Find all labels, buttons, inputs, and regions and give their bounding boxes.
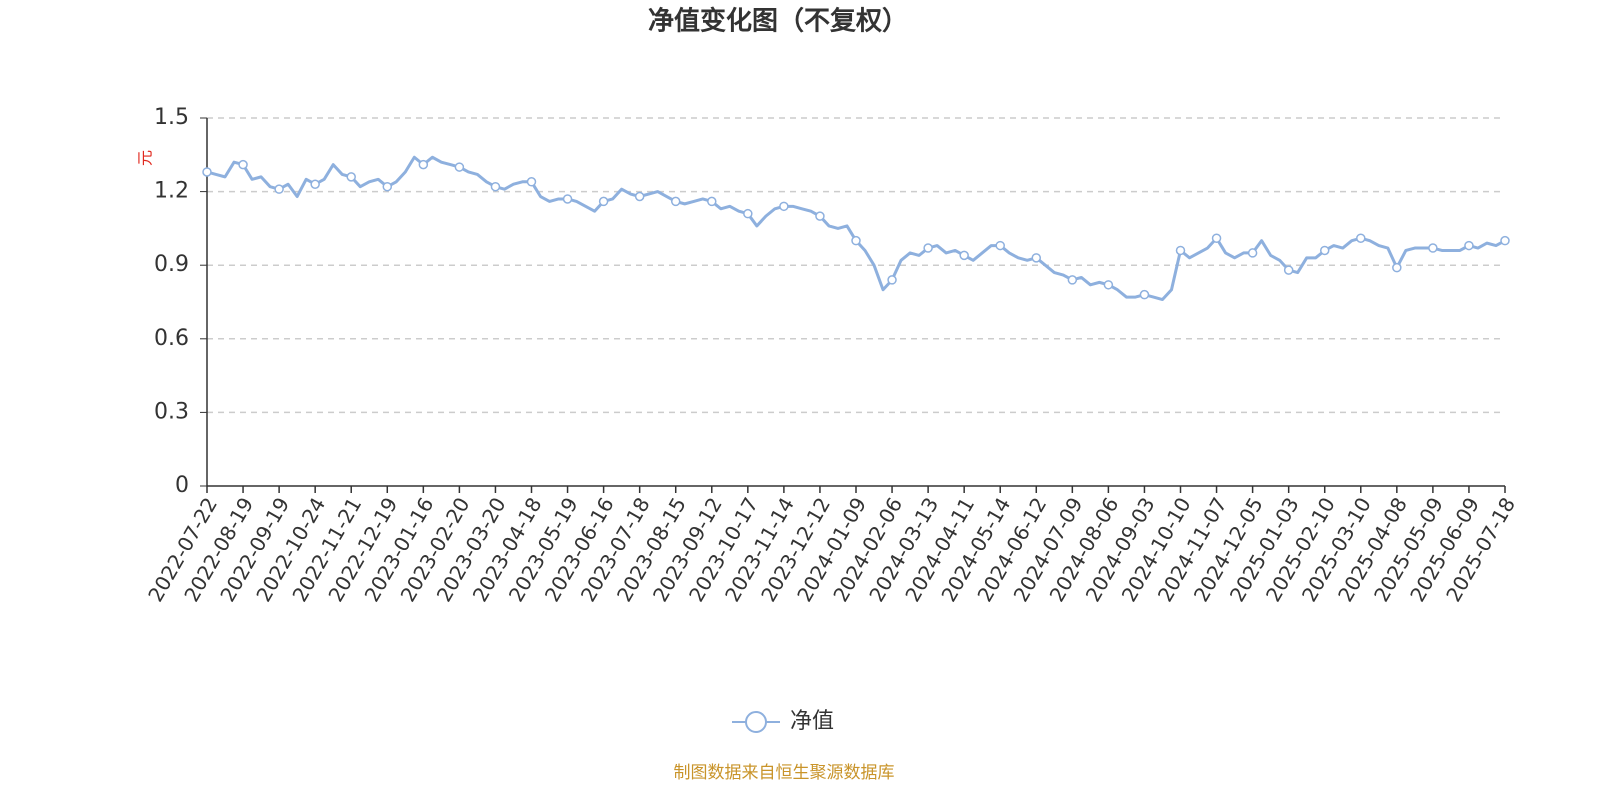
data-point xyxy=(923,243,933,253)
data-point xyxy=(490,181,501,192)
data-point xyxy=(202,167,212,177)
data-point xyxy=(526,177,537,187)
data-point xyxy=(779,201,789,212)
data-point xyxy=(670,196,681,207)
data-point xyxy=(1392,262,1402,273)
data-point xyxy=(1283,265,1294,275)
data-point xyxy=(1500,235,1510,246)
y-axis-label: 元 xyxy=(136,150,155,166)
chart-title: 净值变化图（不复权） xyxy=(648,6,908,37)
data-point xyxy=(562,194,573,204)
y-tick-label: 0 xyxy=(175,473,189,498)
data-point xyxy=(418,159,429,170)
data-point xyxy=(995,240,1005,251)
data-point xyxy=(1428,243,1438,253)
source-note: 制图数据来自恒生聚源数据库 xyxy=(674,763,895,783)
data-point xyxy=(1031,253,1042,263)
y-tick-label: 0.9 xyxy=(154,252,189,277)
legend-marker xyxy=(745,711,767,733)
data-point xyxy=(1356,233,1366,243)
data-point xyxy=(1247,248,1258,258)
data-point xyxy=(1067,275,1078,285)
data-point xyxy=(815,211,825,221)
data-point xyxy=(1211,233,1222,243)
data-point xyxy=(382,181,393,192)
data-point xyxy=(454,162,465,172)
data-point xyxy=(346,172,356,182)
data-point xyxy=(1139,289,1150,300)
data-line xyxy=(206,155,1506,302)
data-point xyxy=(851,235,861,246)
data-point xyxy=(598,196,609,207)
data-point xyxy=(1175,245,1186,256)
data-point xyxy=(707,196,717,207)
y-tick-label: 1.2 xyxy=(154,179,189,204)
y-tick-label: 1.5 xyxy=(154,105,189,130)
data-point xyxy=(887,275,897,285)
data-point xyxy=(1103,280,1114,290)
data-point xyxy=(743,208,753,219)
data-point xyxy=(310,179,320,189)
data-point xyxy=(959,250,969,261)
y-tick-label: 0.6 xyxy=(154,326,189,351)
data-point xyxy=(1319,245,1330,256)
data-point xyxy=(1464,240,1474,251)
legend-label: 净值 xyxy=(790,709,834,734)
data-point xyxy=(238,159,248,170)
y-tick-label: 0.3 xyxy=(154,399,189,424)
data-point xyxy=(634,191,645,202)
data-point xyxy=(274,184,284,194)
